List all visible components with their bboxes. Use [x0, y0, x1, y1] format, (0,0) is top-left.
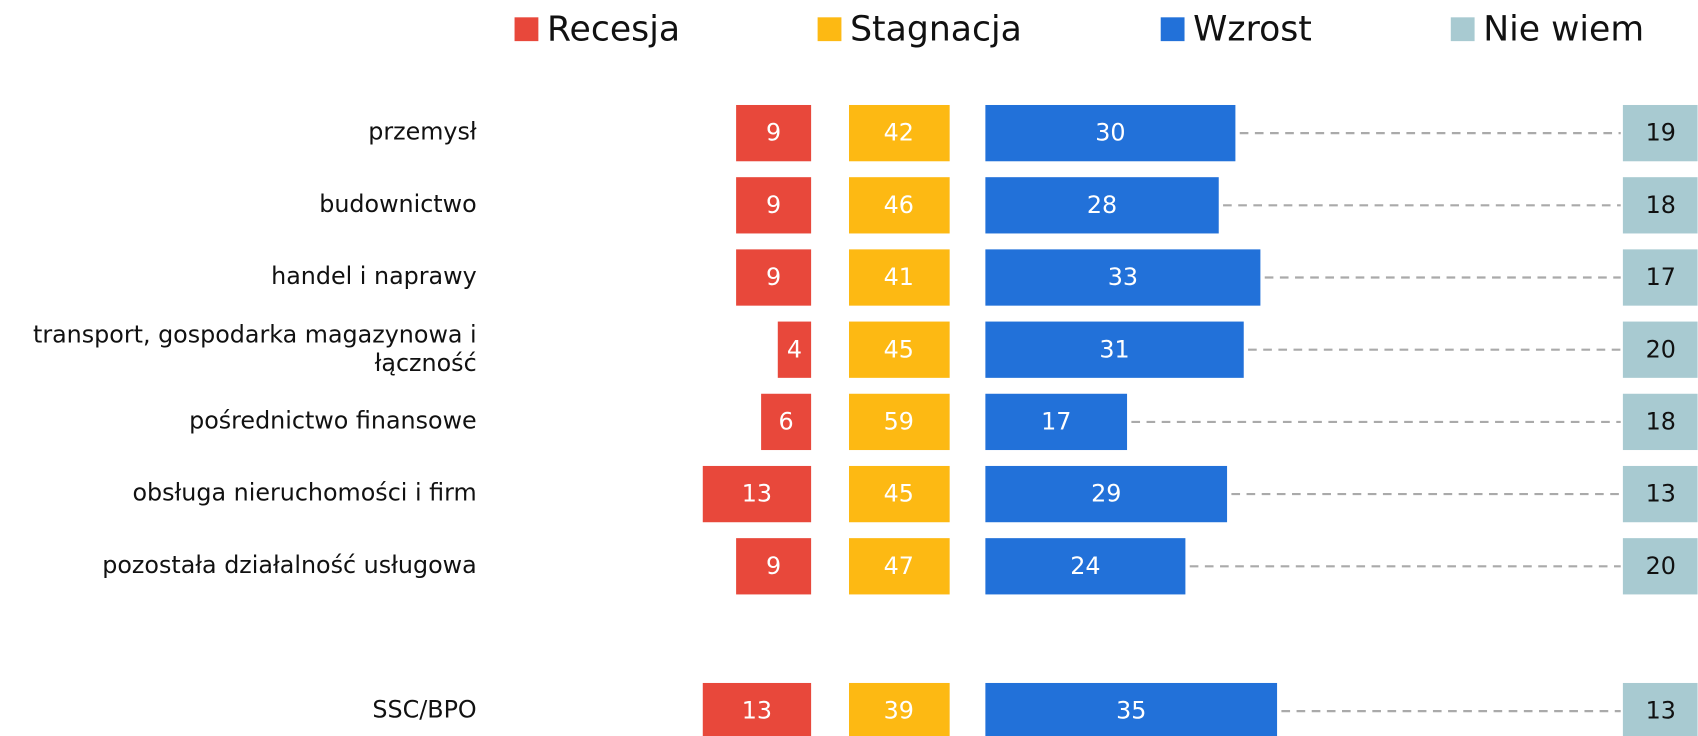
category-label: pośrednictwo finansowe — [189, 406, 477, 434]
value-label: 45 — [884, 335, 914, 363]
bar — [985, 249, 1261, 306]
bar — [849, 682, 950, 736]
category-label: pozostała działalność usługowa — [102, 551, 476, 579]
bar — [1622, 682, 1698, 736]
bar — [849, 465, 950, 523]
value-label: 39 — [884, 697, 914, 725]
bar — [736, 177, 812, 234]
bar — [985, 177, 1219, 234]
legend-swatch — [514, 17, 539, 42]
value-label: 42 — [884, 119, 914, 147]
value-label: 19 — [1646, 119, 1676, 147]
value-label: 45 — [884, 480, 914, 508]
bar — [736, 249, 812, 306]
value-label: 9 — [766, 119, 781, 147]
bar — [736, 538, 812, 595]
bar — [1622, 321, 1698, 378]
category-label: obsługa nieruchomości i firm — [132, 479, 476, 507]
bar — [777, 321, 812, 378]
value-label: 17 — [1041, 407, 1071, 435]
value-label: 18 — [1646, 191, 1676, 219]
category-label: SSC/BPO — [372, 696, 476, 724]
value-label: 13 — [1646, 480, 1676, 508]
category-label: transport, gospodarka magazynowa i łączno… — [33, 320, 477, 376]
category-label: handel i naprawy — [271, 262, 477, 290]
value-label: 41 — [884, 263, 914, 291]
legend-swatch — [1450, 17, 1475, 42]
bar — [985, 104, 1236, 162]
bar — [736, 104, 812, 162]
legend-swatch — [1160, 17, 1185, 42]
bar — [849, 538, 950, 595]
value-label: 59 — [884, 407, 914, 435]
category-label: budownictwo — [319, 190, 476, 218]
value-label: 13 — [742, 480, 772, 508]
value-label: 47 — [884, 552, 914, 580]
bar — [985, 393, 1128, 451]
category-line: transport, gospodarka magazynowa i — [33, 320, 477, 348]
bar — [849, 104, 950, 162]
value-label: 20 — [1646, 552, 1676, 580]
bar — [1622, 104, 1698, 162]
category-label: przemysł — [368, 118, 477, 146]
value-label: 13 — [742, 697, 772, 725]
value-label: 46 — [884, 191, 914, 219]
value-label: 33 — [1108, 263, 1138, 291]
value-label: 24 — [1070, 552, 1100, 580]
category-line: łączność — [375, 348, 477, 376]
bar — [1622, 177, 1698, 234]
bar — [849, 321, 950, 378]
bar — [761, 393, 812, 451]
value-label: 4 — [787, 335, 802, 363]
bar — [702, 682, 812, 736]
bar — [849, 393, 950, 451]
bar — [702, 465, 812, 523]
bar — [1622, 538, 1698, 595]
legend-label: Wzrost — [1193, 9, 1312, 49]
bar — [1622, 393, 1698, 451]
value-label: 17 — [1646, 263, 1676, 291]
bar — [1622, 249, 1698, 306]
value-label: 13 — [1646, 697, 1676, 725]
bar — [849, 249, 950, 306]
value-label: 28 — [1087, 191, 1117, 219]
bar — [985, 538, 1186, 595]
value-label: 18 — [1646, 407, 1676, 435]
bar — [1622, 465, 1698, 523]
bar — [985, 321, 1244, 378]
value-label: 29 — [1091, 480, 1121, 508]
legend-label: Stagnacja — [850, 9, 1022, 49]
bar — [849, 177, 950, 234]
legend-swatch — [817, 17, 842, 42]
value-label: 6 — [779, 407, 794, 435]
legend-label: Nie wiem — [1483, 9, 1644, 49]
value-label: 9 — [766, 552, 781, 580]
value-label: 9 — [766, 263, 781, 291]
value-label: 30 — [1095, 119, 1125, 147]
value-label: 20 — [1646, 335, 1676, 363]
bar — [985, 465, 1228, 523]
value-label: 31 — [1099, 335, 1129, 363]
value-label: 35 — [1116, 697, 1146, 725]
legend-label: Recesja — [547, 9, 680, 49]
bar — [985, 682, 1278, 736]
value-label: 9 — [766, 191, 781, 219]
